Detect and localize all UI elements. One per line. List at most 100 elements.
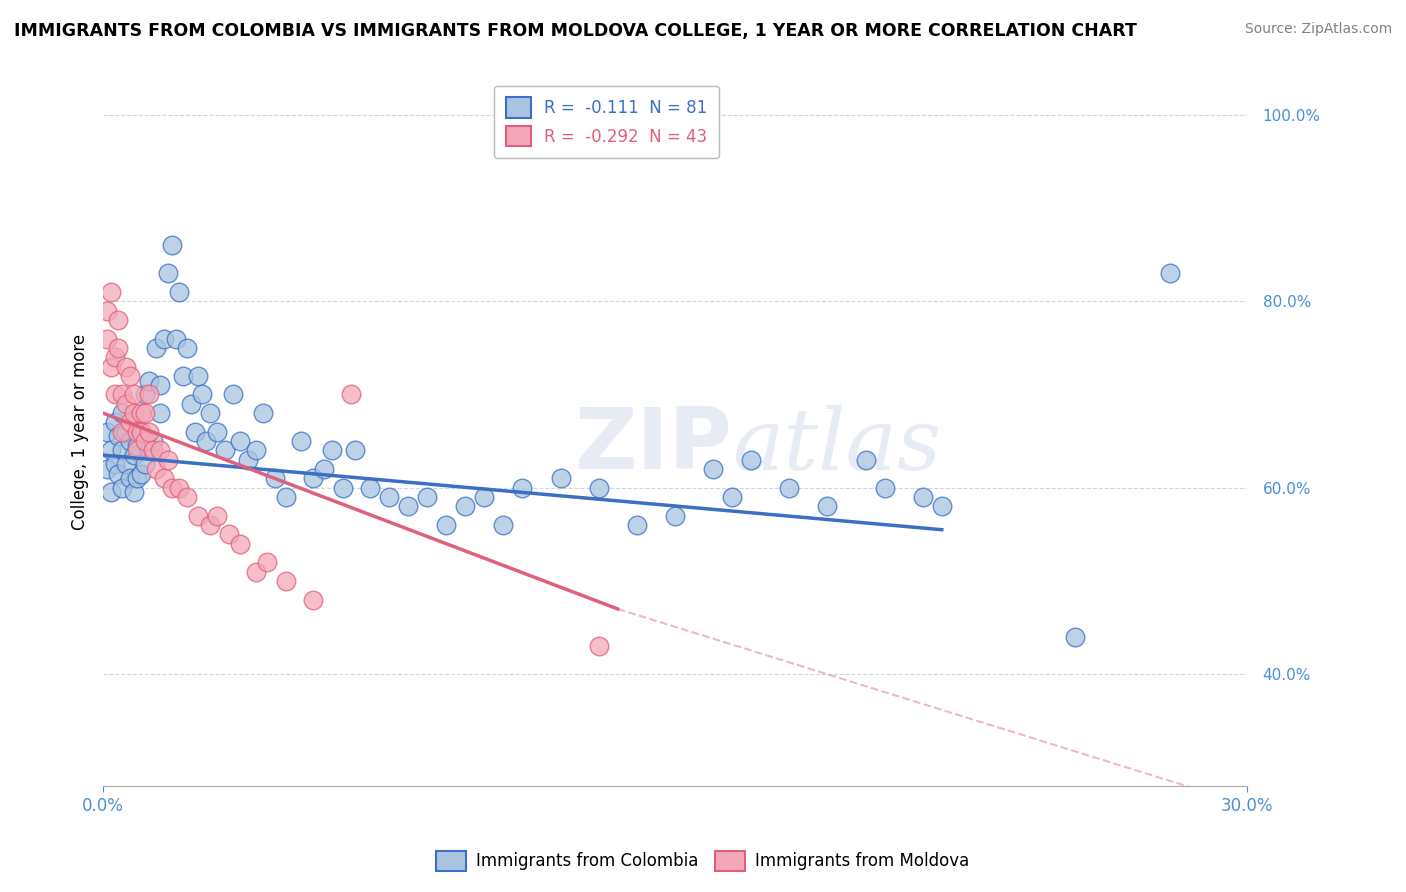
Point xyxy=(156,266,179,280)
Point xyxy=(145,341,167,355)
Point xyxy=(180,397,202,411)
Point xyxy=(107,429,129,443)
Point xyxy=(778,481,800,495)
Point xyxy=(626,518,648,533)
Point xyxy=(134,434,156,449)
Point xyxy=(931,500,953,514)
Point xyxy=(207,425,229,439)
Point xyxy=(103,458,125,472)
Point xyxy=(492,518,515,533)
Point xyxy=(664,508,686,523)
Legend: R =  -0.111  N = 81, R =  -0.292  N = 43: R = -0.111 N = 81, R = -0.292 N = 43 xyxy=(494,86,718,158)
Point xyxy=(129,406,152,420)
Point xyxy=(702,462,724,476)
Point xyxy=(550,471,572,485)
Point xyxy=(115,425,138,439)
Point xyxy=(359,481,381,495)
Point xyxy=(118,434,141,449)
Point xyxy=(172,368,194,383)
Text: IMMIGRANTS FROM COLOMBIA VS IMMIGRANTS FROM MOLDOVA COLLEGE, 1 YEAR OR MORE CORR: IMMIGRANTS FROM COLOMBIA VS IMMIGRANTS F… xyxy=(14,22,1137,40)
Point xyxy=(472,490,495,504)
Point xyxy=(100,285,122,299)
Point xyxy=(122,448,145,462)
Point xyxy=(229,537,252,551)
Text: Source: ZipAtlas.com: Source: ZipAtlas.com xyxy=(1244,22,1392,37)
Point xyxy=(195,434,218,449)
Point xyxy=(512,481,534,495)
Point xyxy=(134,458,156,472)
Point xyxy=(160,481,183,495)
Point xyxy=(321,443,343,458)
Point xyxy=(911,490,934,504)
Point xyxy=(138,374,160,388)
Point xyxy=(252,406,274,420)
Point xyxy=(263,471,285,485)
Point xyxy=(107,313,129,327)
Point xyxy=(149,443,172,458)
Point xyxy=(1064,630,1087,644)
Point xyxy=(118,416,141,430)
Point xyxy=(156,452,179,467)
Point xyxy=(96,332,118,346)
Point xyxy=(145,462,167,476)
Point xyxy=(122,387,145,401)
Point xyxy=(149,378,172,392)
Point xyxy=(111,425,134,439)
Point xyxy=(127,439,149,453)
Point xyxy=(245,443,267,458)
Point xyxy=(115,397,138,411)
Y-axis label: College, 1 year or more: College, 1 year or more xyxy=(72,334,89,530)
Point xyxy=(111,406,134,420)
Point xyxy=(118,471,141,485)
Point xyxy=(218,527,240,541)
Point xyxy=(187,368,209,383)
Text: atlas: atlas xyxy=(733,405,941,487)
Point xyxy=(588,640,610,654)
Point xyxy=(115,458,138,472)
Point xyxy=(740,452,762,467)
Point xyxy=(454,500,477,514)
Point xyxy=(343,443,366,458)
Point xyxy=(127,471,149,485)
Point xyxy=(96,303,118,318)
Point xyxy=(153,332,176,346)
Point xyxy=(207,508,229,523)
Point xyxy=(176,341,198,355)
Point xyxy=(129,425,152,439)
Point xyxy=(721,490,744,504)
Point xyxy=(236,452,259,467)
Point xyxy=(815,500,838,514)
Point xyxy=(134,406,156,420)
Point xyxy=(115,359,138,374)
Point xyxy=(340,387,363,401)
Point xyxy=(416,490,439,504)
Point xyxy=(256,555,278,569)
Point xyxy=(107,467,129,481)
Point xyxy=(396,500,419,514)
Point xyxy=(222,387,245,401)
Point xyxy=(127,443,149,458)
Point xyxy=(176,490,198,504)
Point xyxy=(138,443,160,458)
Point xyxy=(142,443,165,458)
Point xyxy=(229,434,252,449)
Point xyxy=(434,518,457,533)
Point xyxy=(103,387,125,401)
Point xyxy=(96,462,118,476)
Point xyxy=(198,406,221,420)
Point xyxy=(301,592,323,607)
Text: ZIP: ZIP xyxy=(575,404,733,487)
Point xyxy=(103,350,125,364)
Point xyxy=(314,462,336,476)
Point xyxy=(118,368,141,383)
Point xyxy=(122,485,145,500)
Point xyxy=(855,452,877,467)
Point xyxy=(588,481,610,495)
Point xyxy=(103,416,125,430)
Point xyxy=(1159,266,1181,280)
Legend: Immigrants from Colombia, Immigrants from Moldova: Immigrants from Colombia, Immigrants fro… xyxy=(427,842,979,880)
Point xyxy=(111,387,134,401)
Point xyxy=(138,425,160,439)
Point xyxy=(107,341,129,355)
Point xyxy=(290,434,312,449)
